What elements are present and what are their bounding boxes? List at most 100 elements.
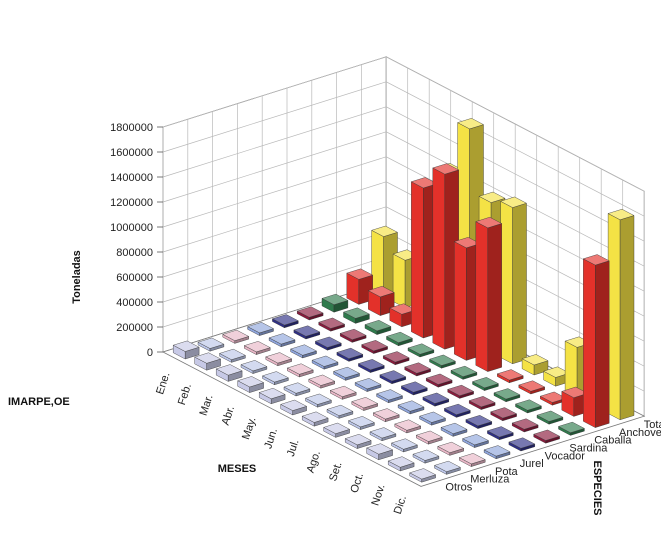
bar-vocador-6 bbox=[400, 381, 428, 396]
bar-jurel-4 bbox=[333, 366, 361, 381]
bar-vocador-4 bbox=[357, 359, 385, 373]
z-tick-label: 1400000 bbox=[110, 172, 153, 184]
z-tick-label: 1200000 bbox=[110, 197, 153, 209]
bar-otros-10 bbox=[387, 456, 415, 472]
bar-caballa-4 bbox=[407, 343, 435, 358]
bar-jurel-5 bbox=[354, 378, 382, 392]
bar-sardina-0 bbox=[296, 306, 324, 321]
z-tick-label: 600000 bbox=[116, 272, 153, 284]
bar-caballa-8 bbox=[493, 388, 521, 403]
bar-sardina-6 bbox=[425, 373, 453, 388]
bar-vocador-1 bbox=[293, 325, 321, 340]
bar-vocador-3 bbox=[336, 347, 364, 362]
bar-jurel-11 bbox=[483, 445, 511, 460]
bar-pota-3 bbox=[286, 363, 314, 378]
month-tick-label: Abr. bbox=[220, 404, 237, 426]
bar-total-general-11 bbox=[607, 208, 635, 421]
bar-caballa-2 bbox=[364, 319, 392, 335]
bar-caballa-10 bbox=[536, 410, 564, 425]
bar-anchoveta-8 bbox=[518, 380, 546, 395]
z-tick-label: 800000 bbox=[116, 247, 153, 259]
species-tick-label: Jurel bbox=[520, 458, 544, 470]
bar-caballa-7 bbox=[471, 377, 499, 391]
bar-jurel-1 bbox=[268, 333, 296, 348]
chart-bars bbox=[172, 118, 635, 483]
bar-caballa-5 bbox=[428, 354, 456, 369]
bar-sardina-9 bbox=[490, 407, 518, 422]
bar-pota-2 bbox=[265, 352, 293, 367]
bar-vocador-7 bbox=[422, 392, 450, 407]
bar-jurel-10 bbox=[462, 434, 490, 448]
species-tick-label: Merluza bbox=[470, 474, 510, 486]
month-tick-label: Ago. bbox=[305, 449, 323, 474]
bar-jurel-6 bbox=[376, 389, 404, 404]
bar-sardina-2 bbox=[339, 328, 367, 343]
bar-vocador-9 bbox=[465, 415, 493, 429]
bar-total-general-6 bbox=[500, 196, 528, 365]
floor-plane bbox=[161, 281, 646, 487]
bar-sardina-5 bbox=[404, 362, 432, 377]
bar-pota-8 bbox=[394, 419, 422, 434]
bar-merluza-4 bbox=[283, 382, 311, 397]
z-tick-label: 400000 bbox=[116, 297, 153, 309]
z-tick-label: 1800000 bbox=[110, 122, 153, 134]
bar-merluza-0 bbox=[197, 337, 225, 352]
bar-pota-7 bbox=[372, 408, 400, 423]
source-label: IMARPE,OE bbox=[8, 396, 70, 408]
bar-merluza-10 bbox=[412, 449, 440, 464]
bar-otros-0 bbox=[172, 340, 200, 360]
month-tick-label: Jul. bbox=[285, 438, 302, 458]
month-tick-label: Mar. bbox=[198, 393, 216, 417]
bar-anchoveta-11 bbox=[582, 254, 610, 428]
z-tick-label: 0 bbox=[147, 347, 153, 359]
month-tick-label: May. bbox=[240, 416, 259, 442]
bar-caballa-0 bbox=[321, 293, 349, 313]
bar-vocador-11 bbox=[508, 437, 536, 452]
z-tick-label: 200000 bbox=[116, 322, 153, 334]
bar-anchoveta-7 bbox=[496, 369, 524, 384]
bar-otros-8 bbox=[344, 433, 372, 449]
bar-otros-9 bbox=[366, 443, 394, 461]
bar-jurel-7 bbox=[397, 400, 425, 415]
bar-pota-4 bbox=[308, 374, 336, 389]
bar-sardina-7 bbox=[447, 384, 475, 399]
bar-sardina-3 bbox=[361, 340, 389, 354]
bar-merluza-3 bbox=[261, 371, 289, 386]
bar-merluza-1 bbox=[218, 348, 246, 363]
bar-jurel-8 bbox=[419, 411, 447, 426]
bar-caballa-3 bbox=[385, 331, 413, 347]
species-tick-label: Sardina bbox=[569, 443, 608, 455]
bar-otros-3 bbox=[237, 376, 265, 393]
bar-otros-5 bbox=[280, 399, 308, 416]
z-axis-ticks: 1800000 1600000 1400000 1200000 1000000 80000… bbox=[110, 122, 163, 359]
species-tick-label: Pota bbox=[495, 466, 519, 478]
bar-jurel-3 bbox=[311, 355, 339, 370]
month-tick-label: Nov. bbox=[369, 483, 387, 507]
bar-vocador-2 bbox=[314, 336, 342, 351]
bar-merluza-9 bbox=[390, 438, 418, 453]
bar-anchoveta-0 bbox=[346, 268, 374, 305]
month-tick-label: Oct. bbox=[348, 472, 366, 495]
bar-otros-7 bbox=[323, 422, 351, 438]
bar-otros-2 bbox=[215, 364, 243, 382]
bar-caballa-1 bbox=[342, 307, 370, 324]
bar-pota-11 bbox=[458, 453, 486, 467]
z-axis-title: Toneladas bbox=[71, 250, 83, 304]
bar-pota-0 bbox=[222, 329, 250, 344]
bar-otros-4 bbox=[258, 387, 286, 405]
chart-walls bbox=[162, 56, 645, 417]
bar-pota-10 bbox=[437, 441, 465, 456]
bar-vocador-8 bbox=[443, 403, 471, 418]
bar-merluza-6 bbox=[326, 404, 354, 419]
bar-jurel-0 bbox=[247, 322, 275, 336]
bar-vocador-0 bbox=[271, 314, 299, 329]
z-tick-label: 1600000 bbox=[110, 147, 153, 159]
bar-jurel-2 bbox=[290, 344, 318, 359]
species-axis-ticks: OtrosMerluzaPotaJurelVocadorSardinaCabal… bbox=[445, 419, 661, 493]
bar-otros-6 bbox=[301, 411, 329, 427]
bar-anchoveta-6 bbox=[475, 216, 503, 372]
species-tick-label: Otros bbox=[445, 482, 472, 494]
bar-vocador-5 bbox=[379, 370, 407, 385]
species-tick-label: Anchoveta bbox=[619, 427, 661, 439]
